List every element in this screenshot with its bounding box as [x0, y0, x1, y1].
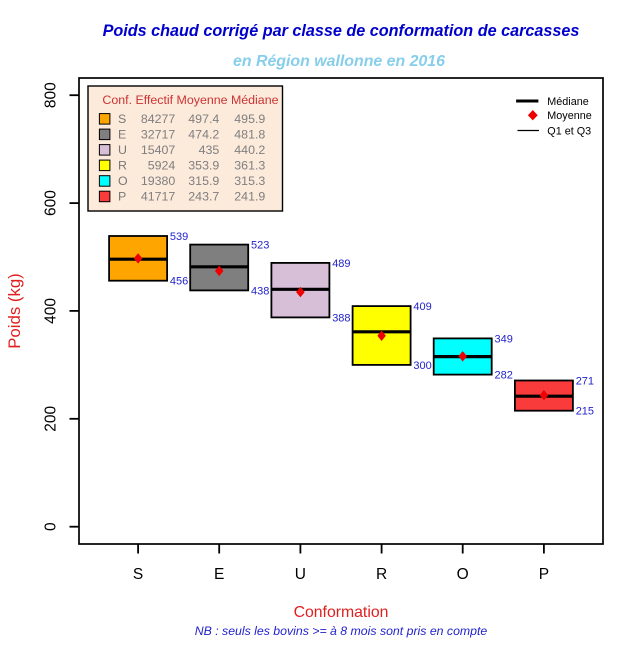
svg-text:en Région wallonne en 2016: en Région wallonne en 2016 [233, 53, 445, 70]
svg-text:282: 282 [495, 370, 513, 382]
svg-text:Conformation: Conformation [294, 604, 389, 621]
svg-text:495.9: 495.9 [234, 112, 265, 126]
svg-text:41717: 41717 [141, 190, 176, 204]
svg-text:215: 215 [576, 406, 594, 418]
svg-text:400: 400 [43, 298, 60, 324]
svg-text:Q1 et Q3: Q1 et Q3 [547, 125, 591, 137]
svg-text:241.9: 241.9 [234, 190, 265, 204]
svg-text:O: O [118, 174, 128, 188]
svg-text:Moyenne: Moyenne [547, 110, 591, 122]
svg-text:481.8: 481.8 [234, 128, 265, 142]
svg-text:300: 300 [413, 360, 431, 372]
svg-text:S: S [133, 566, 143, 583]
svg-text:U: U [118, 143, 127, 157]
svg-text:489: 489 [332, 258, 350, 270]
svg-text:388: 388 [332, 312, 350, 324]
svg-text:S: S [118, 112, 126, 126]
svg-text:P: P [118, 190, 126, 204]
svg-text:353.9: 353.9 [188, 159, 219, 173]
svg-text:800: 800 [43, 82, 60, 108]
svg-text:5924: 5924 [148, 159, 176, 173]
svg-text:243.7: 243.7 [188, 190, 219, 204]
svg-text:19380: 19380 [141, 174, 176, 188]
svg-text:200: 200 [43, 405, 60, 431]
svg-text:O: O [457, 566, 469, 583]
svg-text:15407: 15407 [141, 143, 176, 157]
svg-text:315.9: 315.9 [188, 174, 219, 188]
svg-text:32717: 32717 [141, 128, 176, 142]
svg-text:271: 271 [576, 375, 594, 387]
svg-text:600: 600 [43, 190, 60, 216]
svg-text:497.4: 497.4 [188, 112, 219, 126]
svg-text:523: 523 [251, 240, 269, 252]
svg-text:U: U [295, 566, 306, 583]
svg-text:440.2: 440.2 [234, 143, 265, 157]
svg-text:539: 539 [170, 231, 188, 243]
svg-text:474.2: 474.2 [188, 128, 219, 142]
svg-text:438: 438 [251, 285, 269, 297]
svg-text:435: 435 [199, 143, 220, 157]
svg-text:Médiane: Médiane [547, 96, 588, 108]
svg-text:456: 456 [170, 276, 188, 288]
svg-text:Poids (kg): Poids (kg) [5, 273, 24, 349]
svg-text:E: E [118, 128, 126, 142]
svg-text:Poids chaud corrigé par classe: Poids chaud corrigé par classe de confor… [103, 22, 580, 40]
svg-text:Conf. Effectif Moyenne Médiane: Conf. Effectif Moyenne Médiane [102, 93, 278, 107]
svg-text:349: 349 [495, 333, 513, 345]
svg-text:409: 409 [413, 301, 431, 313]
svg-text:R: R [376, 566, 387, 583]
svg-text:E: E [214, 566, 224, 583]
svg-text:P: P [539, 566, 549, 583]
svg-text:NB : seuls les bovins >= à 8 m: NB : seuls les bovins >= à 8 mois sont p… [195, 624, 488, 638]
svg-text:315.3: 315.3 [234, 174, 265, 188]
svg-text:361.3: 361.3 [234, 159, 265, 173]
svg-text:R: R [118, 159, 127, 173]
svg-text:0: 0 [43, 522, 60, 531]
svg-text:84277: 84277 [141, 112, 176, 126]
